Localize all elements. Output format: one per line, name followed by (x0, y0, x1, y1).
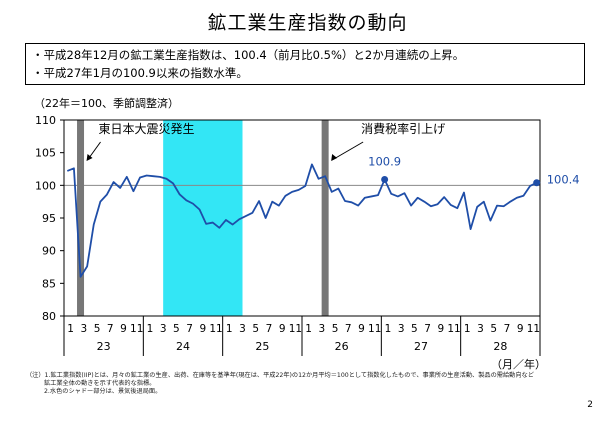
annotated-point (381, 175, 389, 183)
event-arrow (331, 141, 364, 161)
x-month-label: 3 (398, 323, 405, 335)
annotated-point (533, 179, 541, 187)
event-bar (77, 120, 85, 316)
x-axis-unit: （月／年） (491, 357, 546, 371)
x-month-label: 7 (266, 323, 273, 335)
x-month-label: 9 (199, 323, 206, 335)
index-series-line (66, 163, 538, 278)
x-month-label: 3 (318, 323, 325, 335)
y-tick-label: 80 (42, 310, 56, 323)
x-month-label: 1 (305, 323, 312, 335)
x-month-label: 3 (160, 323, 167, 335)
x-month-label: 7 (186, 323, 193, 335)
x-month-label: 7 (345, 323, 352, 335)
x-month-label: 5 (173, 323, 180, 335)
page-number: 2 (587, 400, 593, 410)
x-month-label: 3 (239, 323, 246, 335)
summary-line: ・平成27年1月の100.9以来の指数水準。 (32, 66, 248, 80)
x-month-label: 7 (107, 323, 114, 335)
x-month-label: 5 (411, 323, 418, 335)
event-label: 東日本大震災発生 (99, 122, 195, 136)
y-tick-label: 110 (35, 114, 56, 127)
y-tick-label: 105 (35, 147, 56, 160)
x-month-label: 11 (527, 323, 540, 335)
x-month-label: 5 (252, 323, 259, 335)
x-month-label: 11 (130, 323, 143, 335)
x-month-label: 9 (120, 323, 127, 335)
x-month-label: 1 (385, 323, 392, 335)
x-year-label: 28 (493, 340, 507, 353)
x-year-label: 23 (97, 340, 111, 353)
event-arrowhead (86, 154, 93, 161)
summary-box: ・平成28年12月の鉱工業生産指数は、100.4（前月比0.5%）と2か月連続の… (25, 43, 585, 85)
x-month-label: 11 (447, 323, 460, 335)
footnote-line: （注）1.鉱工業指数(IIP)とは、月々の鉱工業の生産、出荷、在庫等を基準年(現… (26, 372, 534, 379)
x-year-label: 26 (335, 340, 349, 353)
summary-line: ・平成28年12月の鉱工業生産指数は、100.4（前月比0.5%）と2か月連続の… (32, 48, 465, 62)
x-month-label: 1 (464, 323, 471, 335)
x-year-label: 24 (176, 340, 190, 353)
x-month-label: 5 (94, 323, 101, 335)
x-month-label: 1 (226, 323, 233, 335)
y-tick-label: 85 (42, 277, 56, 290)
page-title: 鉱工業生産指数の動向 (207, 12, 408, 34)
x-month-label: 11 (209, 323, 222, 335)
x-year-label: 25 (255, 340, 269, 353)
x-month-label: 9 (437, 323, 444, 335)
x-month-label: 11 (289, 323, 302, 335)
x-month-label: 3 (80, 323, 87, 335)
annotation-label: 100.4 (547, 173, 580, 187)
y-tick-label: 90 (42, 245, 56, 258)
x-year-label: 27 (414, 340, 428, 353)
annotation-label: 100.9 (368, 154, 401, 168)
x-month-label: 1 (67, 323, 74, 335)
x-month-label: 5 (332, 323, 339, 335)
x-month-label: 5 (490, 323, 497, 335)
x-month-label: 9 (358, 323, 365, 335)
x-month-label: 9 (279, 323, 286, 335)
footnote-line: 鉱工業全体の動きを示す代表的な指標。 (44, 380, 156, 387)
x-month-label: 7 (504, 323, 511, 335)
event-label: 消費税率引上げ (361, 121, 445, 136)
y-tick-label: 100 (35, 179, 56, 192)
event-bar (321, 120, 329, 316)
footnote-line: 2.水色のシャドー部分は、景気後退局面。 (44, 388, 162, 395)
x-month-label: 3 (477, 323, 484, 335)
footnotes: （注）1.鉱工業指数(IIP)とは、月々の鉱工業の生産、出荷、在庫等を基準年(現… (26, 372, 596, 396)
x-month-label: 9 (517, 323, 524, 335)
y-axis-label: （22年＝100、季節調整済） (34, 96, 179, 110)
x-month-label: 11 (368, 323, 381, 335)
event-arrowhead (331, 154, 338, 161)
y-tick-label: 95 (42, 212, 56, 225)
x-month-label: 7 (424, 323, 431, 335)
x-month-label: 1 (147, 323, 154, 335)
